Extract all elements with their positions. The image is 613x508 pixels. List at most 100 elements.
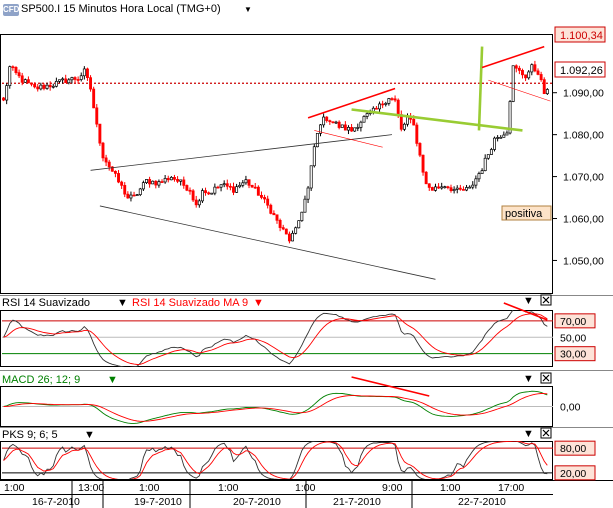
candle (30, 82, 33, 85)
candle (542, 79, 546, 95)
candle (157, 181, 161, 186)
candle (502, 134, 506, 138)
time-date-label: 22-7-2010 (458, 496, 506, 508)
macd-trendline (351, 376, 430, 397)
pks-plot (2, 441, 553, 479)
candle (76, 79, 80, 81)
candle (244, 179, 248, 184)
candle (350, 127, 354, 132)
high-price-tag: 1.100,34 (554, 26, 606, 43)
chart-title[interactable]: SP500.I 15 Minutos Hora Local (TMG+0) (21, 3, 221, 15)
rsi-ma-title[interactable]: RSI 14 Suavizado MA 9 (132, 297, 248, 309)
candle (328, 120, 332, 123)
time-hour-label: 13:00 (78, 482, 104, 494)
triangle-down-icon[interactable]: ▼ (84, 429, 95, 441)
candle (176, 178, 180, 182)
chart-header: CFD SP500.I 15 Minutos Hora Local (TMG+0… (0, 0, 613, 20)
candle (297, 220, 301, 229)
candle (235, 186, 239, 193)
triangle-down-icon[interactable]: ▼ (523, 428, 534, 440)
trendline-red-thin (314, 130, 383, 148)
candle (26, 79, 30, 84)
candle (135, 194, 139, 196)
candle (306, 187, 310, 200)
candle (489, 149, 493, 155)
candle (477, 173, 481, 180)
candle (294, 227, 298, 234)
candle (331, 121, 335, 124)
price-axis: 1.090,00 1.080,00 1.070,00 1.060,00 1.050,00 (553, 88, 604, 267)
candle (5, 85, 9, 101)
candle (17, 72, 21, 77)
candle (101, 142, 105, 159)
candle (281, 227, 285, 230)
triangle-down-icon[interactable]: ▼ (253, 297, 264, 309)
candle (188, 189, 192, 192)
pks-title[interactable]: PKS 9; 6; 5 (2, 429, 58, 441)
panel-frames (0, 34, 613, 495)
time-date-label: 21-7-2010 (333, 496, 381, 508)
triangle-down-icon[interactable]: ▼ (244, 5, 252, 14)
level-label: 30,00 (560, 349, 586, 361)
candle (241, 182, 245, 186)
candle (154, 180, 158, 186)
candle (163, 178, 167, 183)
time-axis: 1:00 13:00 1:00 1:00 1:00 9:00 1:00 17:00 16-7-2… (4, 481, 524, 508)
candle (449, 187, 453, 192)
time-hour-label: 1:00 (139, 482, 160, 494)
indicator-series-line (3, 441, 548, 479)
candle (530, 64, 534, 73)
candle (213, 186, 217, 194)
candle (210, 192, 214, 195)
macd-plot (2, 390, 553, 424)
candle (418, 143, 422, 156)
candle (486, 154, 490, 159)
pks-panel-frame (0, 441, 553, 480)
triangle-down-icon[interactable]: ▼ (117, 297, 128, 309)
candle (145, 179, 148, 183)
candle (95, 107, 99, 125)
macd-title[interactable]: MACD 26; 12; 9 (2, 374, 80, 386)
candle (374, 107, 378, 110)
rsi-title[interactable]: RSI 14 Suavizado (2, 297, 90, 309)
candle (247, 179, 251, 186)
last-price-label: 1.092,26 (560, 65, 603, 77)
positiva-label: positiva (505, 208, 543, 220)
candle (207, 192, 211, 195)
candle (315, 132, 319, 148)
candle (421, 154, 425, 173)
candle (173, 177, 176, 180)
triangle-down-icon[interactable]: ▼ (523, 295, 534, 307)
last-price-tag: 1.092,26 (554, 61, 606, 78)
time-date-label: 20-7-2010 (233, 496, 281, 508)
trendline-red-low (488, 79, 551, 102)
trendline-upper-wedge (90, 134, 393, 171)
candle (228, 185, 232, 188)
candle (54, 80, 58, 87)
candle (384, 103, 388, 105)
candle (533, 64, 537, 72)
high-price-label: 1.100,34 (560, 30, 603, 42)
triangle-down-icon[interactable]: ▼ (107, 374, 118, 386)
candle (309, 165, 313, 189)
candle (194, 199, 198, 206)
candle (151, 180, 155, 185)
candle (129, 194, 133, 199)
trendline-lower-wedge (99, 205, 436, 280)
level-label: 20,00 (560, 468, 586, 480)
candle (493, 137, 496, 150)
candle (64, 78, 68, 84)
candle (197, 200, 201, 206)
candle (443, 186, 447, 189)
candle (266, 198, 270, 206)
candle (160, 181, 164, 183)
candle (402, 123, 406, 130)
close-icon-stroke (542, 296, 550, 304)
candle (79, 75, 83, 80)
time-date-label: 16-7-2010 (32, 496, 80, 508)
candle (287, 233, 291, 242)
candle (216, 186, 220, 189)
candle (312, 146, 316, 167)
candle (33, 83, 37, 88)
triangle-down-icon[interactable]: ▼ (523, 373, 534, 385)
